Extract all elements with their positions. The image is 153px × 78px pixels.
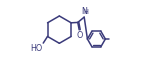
Text: HO: HO: [30, 44, 43, 53]
Text: H: H: [83, 9, 88, 15]
Text: N: N: [81, 7, 87, 16]
Text: O: O: [76, 31, 82, 40]
